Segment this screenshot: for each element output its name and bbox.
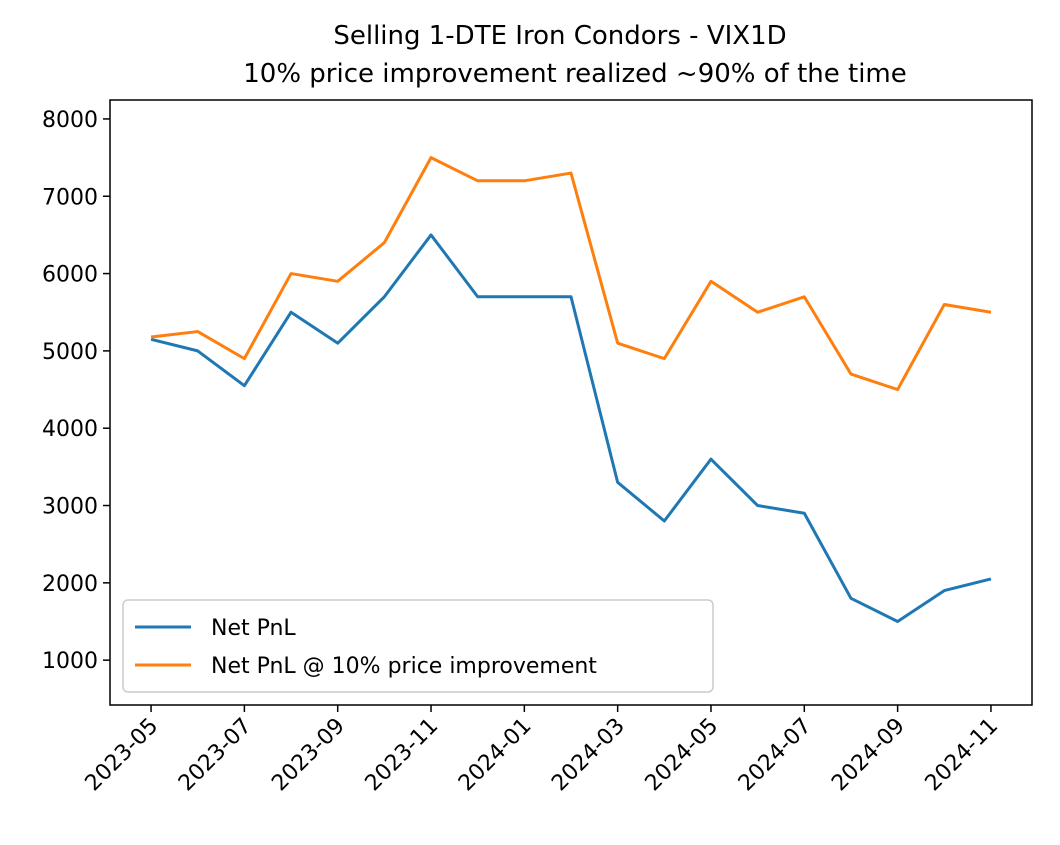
plot-frame bbox=[109, 99, 1033, 706]
legend-label: Net PnL @ 10% price improvement bbox=[211, 654, 597, 679]
chart-title: Selling 1-DTE Iron Condors - VIX1D bbox=[333, 21, 786, 51]
x-tick-label: 2024-03 bbox=[547, 714, 630, 797]
legend: Net PnL Net PnL @ 10% price improvement bbox=[122, 599, 714, 693]
x-tick-label: 2024-01 bbox=[454, 714, 537, 797]
x-tick-label: 2023-07 bbox=[174, 714, 257, 797]
legend-box bbox=[122, 599, 714, 693]
x-tick-label: 2024-07 bbox=[734, 714, 817, 797]
line bbox=[150, 233, 992, 623]
y-tick-label: 4000 bbox=[42, 417, 98, 442]
x-tick-label: 2024-05 bbox=[641, 714, 724, 797]
legend-label: Net PnL bbox=[211, 616, 296, 641]
line bbox=[150, 156, 992, 392]
chart-subtitle: 10% price improvement realized ~90% of t… bbox=[243, 59, 907, 89]
x-tick-label: 2024-11 bbox=[921, 714, 1004, 797]
y-tick-label: 2000 bbox=[42, 572, 98, 597]
y-tick-label: 6000 bbox=[42, 263, 98, 288]
x-tick-label: 2023-05 bbox=[81, 714, 164, 797]
y-tick-label: 3000 bbox=[42, 495, 98, 520]
y-tick-label: 7000 bbox=[42, 185, 98, 210]
y-tick-label: 8000 bbox=[42, 108, 98, 133]
x-tick-label: 2023-09 bbox=[267, 714, 350, 797]
x-tick-label: 2024-09 bbox=[827, 714, 910, 797]
x-tick-label: 2023-11 bbox=[361, 714, 444, 797]
y-tick-label: 1000 bbox=[42, 649, 98, 674]
y-tick-label: 5000 bbox=[42, 340, 98, 365]
